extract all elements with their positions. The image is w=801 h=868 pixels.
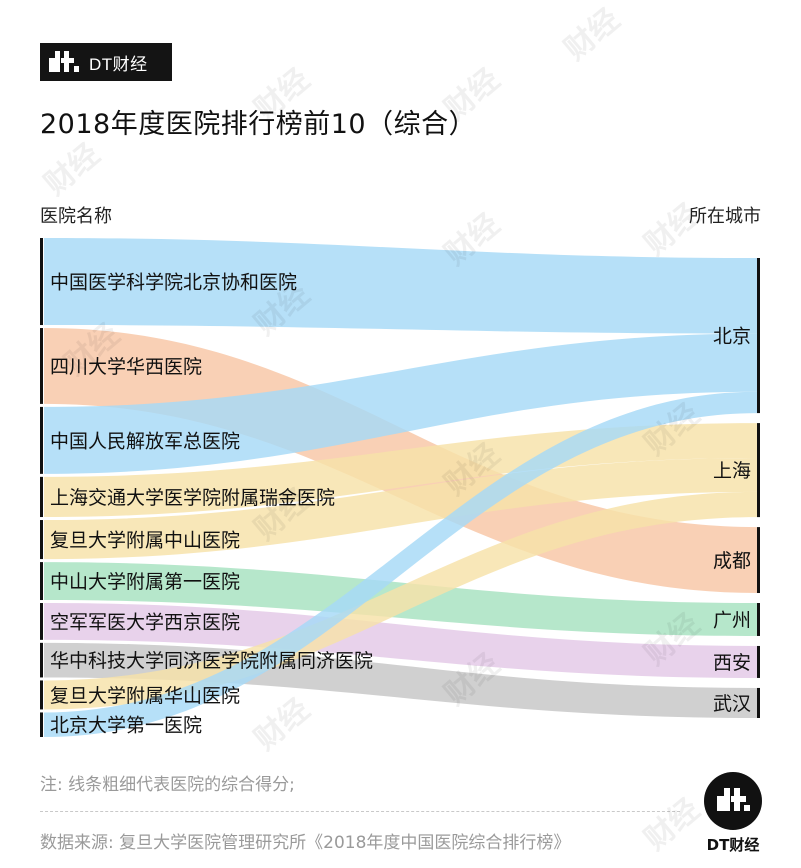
hospital-label: 中国医学科学院北京协和医院 xyxy=(50,272,297,294)
right-column-header: 所在城市 xyxy=(689,206,761,227)
hospital-bar xyxy=(40,238,43,326)
hospital-bar xyxy=(40,406,43,474)
brand-badge: DT财经 xyxy=(40,43,172,81)
city-label: 北京 xyxy=(713,326,751,348)
city-bar xyxy=(757,603,760,636)
hospital-bar xyxy=(40,680,43,710)
hospital-bar xyxy=(40,642,43,678)
chart-title: 2018年度医院排行榜前10（综合） xyxy=(40,109,477,140)
footer-logo-text: DT财经 xyxy=(706,836,760,854)
city-bar xyxy=(757,258,760,414)
hospital-label: 空军军医大学西京医院 xyxy=(50,611,240,633)
hospital-label: 华中科技大学同济医学院附属同济医院 xyxy=(50,650,373,672)
city-label: 成都 xyxy=(713,550,751,572)
city-label: 上海 xyxy=(713,460,751,482)
chart-note: 注: 线条粗细代表医院的综合得分; xyxy=(40,775,295,795)
city-bar xyxy=(757,645,760,678)
hospital-label: 中山大学附属第一医院 xyxy=(50,571,240,593)
hospital-label: 复旦大学附属华山医院 xyxy=(50,685,240,707)
city-label: 武汉 xyxy=(713,693,751,715)
hospital-bar xyxy=(40,712,43,737)
city-bar xyxy=(757,687,760,718)
flow-1 xyxy=(44,238,757,334)
hospital-bar xyxy=(40,562,43,601)
city-label: 西安 xyxy=(713,652,751,674)
hospital-label: 上海交通大学医学院附属瑞金医院 xyxy=(50,487,335,509)
brand-name: DT财经 xyxy=(89,54,148,74)
flow-5 xyxy=(44,457,757,560)
flow-9 xyxy=(44,491,757,710)
hospital-bar xyxy=(40,520,43,560)
flow-3 xyxy=(44,333,757,474)
left-column-header: 医院名称 xyxy=(40,206,112,227)
hospital-label: 四川大学华西医院 xyxy=(50,356,202,378)
flow-10 xyxy=(44,391,757,737)
city-bar xyxy=(757,423,760,518)
divider xyxy=(40,811,680,812)
hospital-label: 复旦大学附属中山医院 xyxy=(50,530,240,552)
dt-logo-icon xyxy=(47,49,83,75)
city-label: 广州 xyxy=(713,609,751,631)
hospital-bar xyxy=(40,476,43,518)
city-bar xyxy=(757,527,760,594)
footer-logo-icon xyxy=(704,772,762,830)
hospital-label: 北京大学第一医院 xyxy=(50,715,202,737)
hospital-bar xyxy=(40,603,43,640)
hospital-bar xyxy=(40,328,43,404)
hospital-label: 中国人民解放军总医院 xyxy=(50,430,240,452)
data-source: 数据来源: 复旦大学医院管理研究所《2018年度中国医院综合排行榜》 xyxy=(40,833,571,853)
flow-7 xyxy=(44,603,757,678)
